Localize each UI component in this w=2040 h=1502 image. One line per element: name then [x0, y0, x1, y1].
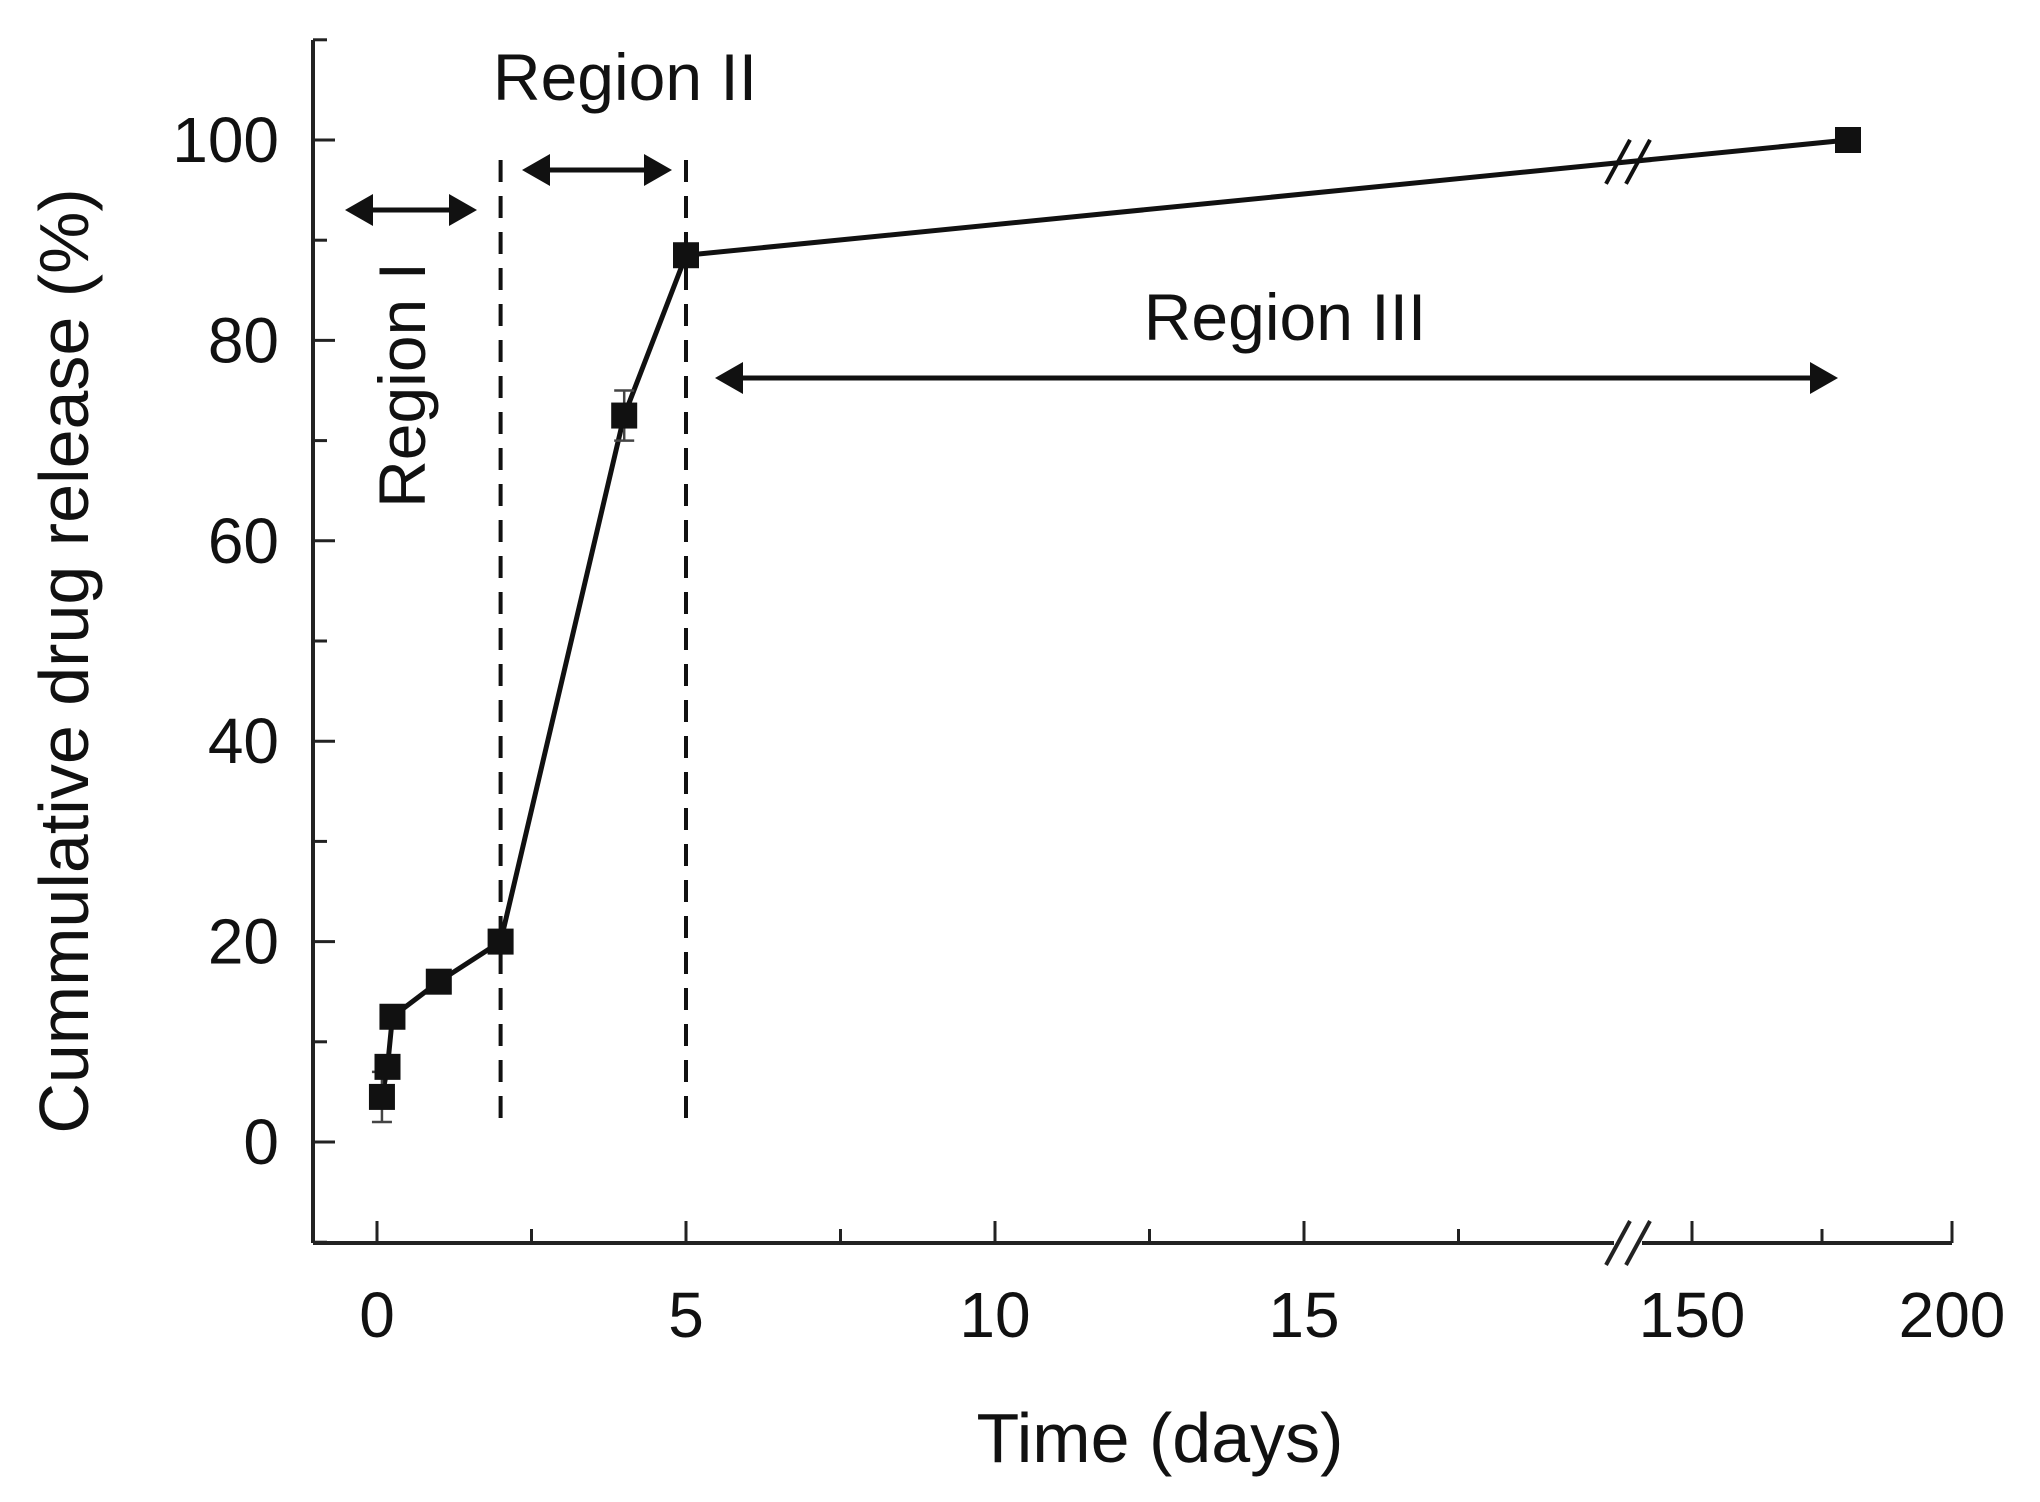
data-point-marker — [368, 1083, 395, 1110]
series-break-mark-1 — [1624, 138, 1652, 185]
data-point-marker — [673, 242, 699, 269]
region-3-arrow-head-left — [715, 362, 743, 394]
region-2-arrow-head-left — [522, 154, 550, 186]
region-3-arrow-head-right — [1810, 362, 1838, 394]
x-tick-label: 10 — [959, 1279, 1030, 1351]
y-tick-label: 80 — [208, 304, 279, 376]
y-tick-label: 20 — [208, 906, 279, 978]
data-point-marker — [374, 1053, 401, 1080]
x-tick-label: 5 — [668, 1279, 704, 1351]
x-tick-label: 150 — [1639, 1279, 1746, 1351]
region-1-label: Region I — [365, 262, 439, 508]
x-tick-label: 15 — [1268, 1279, 1339, 1351]
data-point-marker — [425, 968, 452, 995]
region-3-arrow — [715, 362, 1838, 394]
region-guides — [345, 154, 1838, 1125]
region-3-label: Region III — [1144, 280, 1427, 354]
region-1-arrow-head-right — [449, 194, 477, 226]
axes — [311, 38, 1954, 1266]
x-tick-label: 200 — [1899, 1279, 2006, 1351]
x-axis-title: Time (days) — [977, 1399, 1344, 1477]
region-2-label: Region II — [493, 40, 757, 114]
x-tick-label: 0 — [359, 1279, 395, 1351]
x-axis-break-mark-1 — [1624, 1220, 1652, 1266]
region-1-arrow-head-left — [345, 194, 373, 226]
y-tick-label: 60 — [208, 505, 279, 577]
data-point-marker — [611, 402, 638, 429]
y-axis-title: Cummulative drug release (%) — [25, 188, 103, 1133]
region-1-arrow — [345, 194, 477, 226]
data-point-marker — [487, 928, 514, 955]
y-tick-label: 0 — [243, 1106, 279, 1178]
region-2-arrow-head-right — [644, 154, 672, 186]
y-tick-label: 100 — [172, 104, 279, 176]
y-tick-label: 40 — [208, 705, 279, 777]
series-break-mark-0 — [1604, 138, 1632, 185]
series-line — [379, 137, 1849, 1098]
labels: 0 20 40 60 80 100 0 5 10 15 150 200 Time (days) Cummu… — [25, 40, 2005, 1477]
data-point-marker — [379, 1003, 406, 1030]
data-point-marker — [1835, 127, 1861, 153]
region-2-arrow — [522, 154, 672, 186]
x-axis-break-mark-0 — [1604, 1220, 1632, 1266]
data-series — [368, 127, 1861, 1124]
